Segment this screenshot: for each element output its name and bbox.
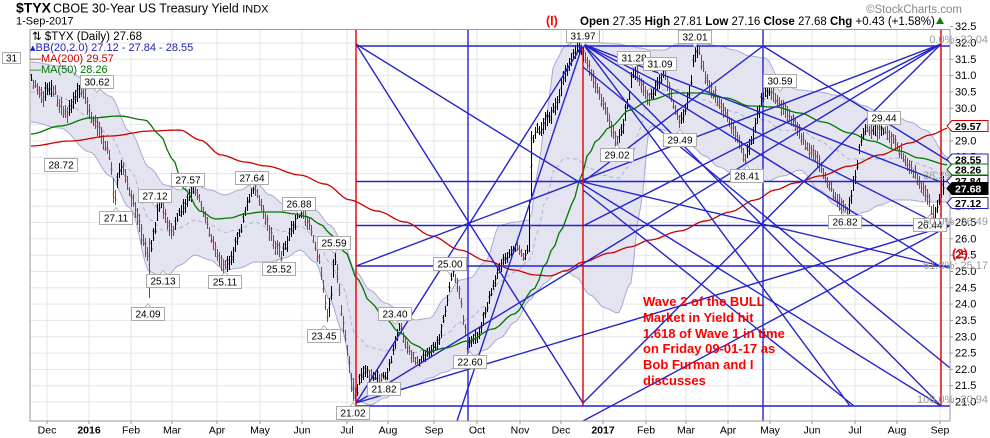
svg-text:24.09: 24.09 <box>135 310 160 321</box>
svg-text:27.12: 27.12 <box>142 192 167 203</box>
svg-text:25.11: 25.11 <box>213 278 238 289</box>
svg-text:$TYX: $TYX <box>16 0 52 16</box>
svg-text:Apr: Apr <box>209 425 226 437</box>
svg-text:Jun: Jun <box>294 425 311 437</box>
svg-text:28.26: 28.26 <box>955 164 981 176</box>
svg-text:Wave 2 of the BULL: Wave 2 of the BULL <box>643 294 765 309</box>
svg-text:24.5: 24.5 <box>955 282 976 294</box>
svg-text:22.60: 22.60 <box>457 358 482 369</box>
svg-text:28.55: 28.55 <box>955 154 981 166</box>
svg-text:25.59: 25.59 <box>321 239 346 250</box>
svg-text:Sep: Sep <box>931 425 950 437</box>
svg-text:CBOE 30-Year US Treasury Yield: CBOE 30-Year US Treasury Yield INDX <box>53 2 269 16</box>
svg-text:27.68: 27.68 <box>955 183 981 195</box>
svg-text:discusses: discusses <box>643 373 706 388</box>
svg-text:26.82: 26.82 <box>832 218 857 229</box>
svg-text:26.44: 26.44 <box>917 221 942 232</box>
svg-text:—MA(200) 29.57: —MA(200) 29.57 <box>30 53 114 65</box>
svg-text:22.0: 22.0 <box>955 364 976 376</box>
svg-text:1.618 of Wave 1 in time: 1.618 of Wave 1 in time <box>643 326 785 341</box>
svg-text:Jun: Jun <box>804 425 821 437</box>
svg-text:⇅ $TYX (Daily) 27.68: ⇅ $TYX (Daily) 27.68 <box>32 31 142 43</box>
svg-text:21.5: 21.5 <box>955 380 976 392</box>
svg-text:29.02: 29.02 <box>604 151 629 162</box>
svg-text:21.02: 21.02 <box>340 409 365 420</box>
svg-text:Jul: Jul <box>848 425 861 437</box>
svg-text:27.12: 27.12 <box>955 198 981 210</box>
svg-text:28.72: 28.72 <box>48 161 73 172</box>
svg-text:32.0: 32.0 <box>955 38 976 50</box>
svg-text:(I): (I) <box>546 14 558 28</box>
svg-text:29.49: 29.49 <box>667 136 692 147</box>
svg-text:2016: 2016 <box>77 425 101 437</box>
svg-text:Feb: Feb <box>122 425 140 437</box>
svg-text:Bob Furman and I: Bob Furman and I <box>643 357 754 372</box>
svg-text:Dec: Dec <box>552 425 571 437</box>
svg-text:31.28: 31.28 <box>621 54 646 65</box>
svg-text:31.97: 31.97 <box>570 32 595 43</box>
svg-text:▴BB(20,2.0) 27.12 - 27.84 - 28: ▴BB(20,2.0) 27.12 - 27.84 - 28.55 <box>30 42 193 54</box>
svg-text:(2): (2) <box>952 246 968 261</box>
svg-text:21.82: 21.82 <box>371 385 396 396</box>
svg-text:Open 27.35 High 27.81 Low 27.1: Open 27.35 High 27.81 Low 27.16 Close 27… <box>580 16 935 28</box>
svg-text:23.5: 23.5 <box>955 315 976 327</box>
svg-text:22.5: 22.5 <box>955 348 976 360</box>
svg-text:Aug: Aug <box>379 425 398 437</box>
svg-text:26.0: 26.0 <box>955 233 976 245</box>
svg-text:31.09: 31.09 <box>647 60 672 71</box>
svg-text:0.0%: 32.04: 0.0%: 32.04 <box>929 34 988 46</box>
svg-text:31.5: 31.5 <box>955 54 976 66</box>
svg-text:Market in Yield hit: Market in Yield hit <box>643 310 754 325</box>
svg-text:26.5: 26.5 <box>955 217 976 229</box>
svg-text:on Friday 09-01-17 as: on Friday 09-01-17 as <box>643 341 775 356</box>
svg-text:28.41: 28.41 <box>734 172 759 183</box>
svg-text:—MA(50) 28.26: —MA(50) 28.26 <box>30 64 108 76</box>
svg-text:Mar: Mar <box>163 425 182 437</box>
svg-text:27.57: 27.57 <box>175 176 200 187</box>
svg-text:29.57: 29.57 <box>955 121 981 133</box>
svg-text:21.0: 21.0 <box>955 397 976 409</box>
svg-text:24.0: 24.0 <box>955 299 976 311</box>
svg-text:Mar: Mar <box>677 425 696 437</box>
svg-text:100.0%: 20.94: 100.0%: 20.94 <box>917 394 988 406</box>
svg-text:Nov: Nov <box>511 425 530 437</box>
svg-text:Sep: Sep <box>425 425 444 437</box>
svg-text:May: May <box>250 425 271 437</box>
svg-text:23.0: 23.0 <box>955 331 976 343</box>
svg-text:27.11: 27.11 <box>104 214 129 225</box>
svg-text:29.0: 29.0 <box>955 135 976 147</box>
svg-text:23.45: 23.45 <box>311 332 336 343</box>
svg-text:27.64: 27.64 <box>239 174 264 185</box>
svg-text:©StockCharts.com: ©StockCharts.com <box>866 4 962 16</box>
svg-text:50.0%: 26.49: 50.0%: 26.49 <box>923 216 988 228</box>
svg-text:25.00: 25.00 <box>437 260 462 271</box>
svg-text:Feb: Feb <box>637 425 655 437</box>
svg-text:Oct: Oct <box>469 425 485 437</box>
svg-text:30.5: 30.5 <box>955 87 976 99</box>
svg-text:23.40: 23.40 <box>382 310 407 321</box>
svg-text:30.0: 30.0 <box>955 103 976 115</box>
svg-text:30.62: 30.62 <box>84 78 109 89</box>
svg-text:29.44: 29.44 <box>871 114 896 125</box>
svg-text:1-Sep-2017: 1-Sep-2017 <box>16 16 74 28</box>
svg-text:61.8%: 25.17: 61.8%: 25.17 <box>923 260 988 272</box>
svg-text:Aug: Aug <box>888 425 907 437</box>
svg-text:32.5: 32.5 <box>955 21 976 33</box>
svg-text:25.0: 25.0 <box>955 266 976 278</box>
svg-text:30.59: 30.59 <box>767 77 792 88</box>
svg-text:31.0: 31.0 <box>955 70 976 82</box>
svg-text:Apr: Apr <box>720 425 737 437</box>
svg-text:25.5: 25.5 <box>955 250 976 262</box>
svg-text:Jul: Jul <box>340 425 353 437</box>
svg-text:2017: 2017 <box>591 425 615 437</box>
svg-text:May: May <box>760 425 781 437</box>
svg-text:25.13: 25.13 <box>150 277 175 288</box>
svg-text:26.88: 26.88 <box>286 200 311 211</box>
svg-text:32.01: 32.01 <box>682 33 707 44</box>
svg-text:31: 31 <box>6 54 18 65</box>
svg-text:25.52: 25.52 <box>266 265 291 276</box>
svg-text:Dec: Dec <box>38 425 57 437</box>
